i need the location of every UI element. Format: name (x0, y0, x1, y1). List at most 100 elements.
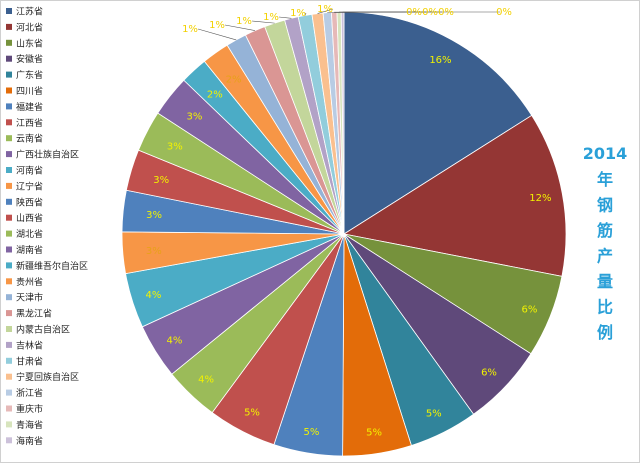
legend-item: 四川省 (16, 85, 43, 97)
legend-item: 重庆市 (16, 403, 43, 415)
legend-swatch (6, 119, 12, 126)
title-char: 量 (597, 272, 613, 291)
legend-swatch (6, 23, 12, 30)
legend-item: 河南省 (16, 165, 43, 177)
legend-swatch (6, 71, 12, 78)
slice-label: 0% (422, 7, 438, 18)
pie-slices (121, 11, 567, 457)
title-char: 2014 (583, 144, 628, 163)
slice-label: 16% (429, 55, 451, 66)
title-char: 例 (597, 323, 613, 342)
legend-swatch (6, 198, 12, 205)
legend-item: 江苏省 (16, 6, 43, 18)
legend-swatch (6, 103, 12, 110)
legend-item: 安徽省 (16, 53, 43, 65)
slice-label: 0% (406, 7, 422, 18)
slice-label: 4% (166, 336, 182, 347)
legend-swatch (6, 310, 12, 317)
legend-item: 天津市 (16, 292, 43, 304)
legend-swatch (6, 326, 12, 332)
slice-label: 1% (317, 4, 333, 15)
legend-swatch (6, 246, 12, 253)
legend-item: 青海省 (16, 419, 43, 431)
legend-item: 陕西省 (16, 196, 43, 208)
legend-swatch (6, 167, 12, 173)
legend-swatch (6, 341, 12, 348)
legend-item: 内蒙古自治区 (16, 324, 70, 336)
legend-item: 河北省 (16, 21, 43, 33)
slice-label: 4% (146, 290, 162, 301)
legend-swatch (6, 421, 12, 428)
legend-swatch (6, 214, 12, 221)
slice-label: 5% (426, 409, 442, 420)
title-char: 钢 (597, 196, 613, 215)
slice-label: 3% (153, 175, 169, 186)
legend-swatch (6, 87, 12, 94)
title-char: 筋 (596, 221, 613, 240)
leader-line (224, 24, 256, 31)
slice-label: 0% (496, 7, 512, 18)
legend-swatch (6, 182, 12, 189)
legend-swatch (6, 405, 12, 412)
legend-item: 广西壮族自治区 (16, 149, 79, 161)
leader-line (251, 20, 275, 24)
legend-item: 辽宁省 (16, 180, 43, 192)
leader-line (304, 12, 307, 16)
legend-swatch (6, 262, 12, 269)
slice-labels: 16% 12% 6% 6% 5% 5% 5% 5% 4% 4% 4% 3% 3% 3% 3% 3% 2%2% 1%… (146, 4, 552, 439)
slice-label: 6% (481, 367, 497, 378)
legend-swatch (6, 230, 12, 237)
legend-item: 吉林省 (16, 339, 43, 351)
title-char: 比 (597, 298, 613, 317)
slice-label: 12% (529, 193, 551, 204)
leader-line (278, 16, 292, 19)
legend-swatch (6, 373, 12, 380)
legend-item: 海南省 (16, 435, 43, 447)
slice-label: 1% (236, 16, 252, 27)
slice-label: 5% (244, 407, 260, 418)
leader-line (197, 28, 237, 41)
legend-item: 山东省 (16, 37, 43, 49)
slice-label: 5% (304, 427, 320, 438)
legend: 江苏省河北省山东省安徽省广东省四川省福建省江西省云南省广西壮族自治区河南省辽宁省… (6, 6, 88, 447)
legend-swatch (6, 135, 12, 142)
legend-item: 浙江省 (16, 387, 43, 399)
slice-label: 5% (366, 428, 382, 439)
slice-label: 1% (290, 8, 306, 19)
legend-swatch (6, 8, 12, 14)
slice-label: 3% (186, 111, 202, 122)
pie-slice (343, 11, 533, 235)
legend-item: 湖南省 (16, 244, 43, 256)
slice-label: 3% (146, 210, 162, 221)
legend-item: 贵州省 (16, 276, 43, 288)
legend-item: 福建省 (16, 101, 43, 113)
legend-item: 云南省 (16, 133, 43, 145)
legend-item: 山西省 (16, 212, 43, 224)
legend-swatch (6, 389, 12, 396)
legend-item: 黑龙江省 (16, 308, 52, 320)
title-char: 年 (597, 170, 613, 189)
legend-swatch (6, 278, 12, 285)
slice-label: 0% (438, 7, 454, 18)
legend-swatch (6, 357, 12, 364)
slice-label: 1% (209, 20, 225, 31)
leader-line (317, 8, 334, 14)
legend-item: 江西省 (16, 117, 43, 129)
legend-item: 新疆维吾尔自治区 (16, 260, 88, 272)
pie-slice (342, 114, 567, 277)
legend-item: 宁夏回族自治区 (16, 371, 79, 383)
legend-swatch (6, 437, 12, 444)
legend-item: 广东省 (16, 69, 43, 81)
slice-label: 4% (198, 375, 214, 386)
legend-swatch (6, 294, 12, 301)
slice-label: 1% (182, 24, 198, 35)
title-char: 产 (597, 247, 613, 266)
legend-item: 甘肃省 (16, 355, 43, 367)
legend-item: 湖北省 (16, 228, 43, 240)
slice-label: 1% (263, 12, 279, 23)
slice-label: 3% (146, 246, 162, 257)
legend-swatch (6, 151, 12, 158)
